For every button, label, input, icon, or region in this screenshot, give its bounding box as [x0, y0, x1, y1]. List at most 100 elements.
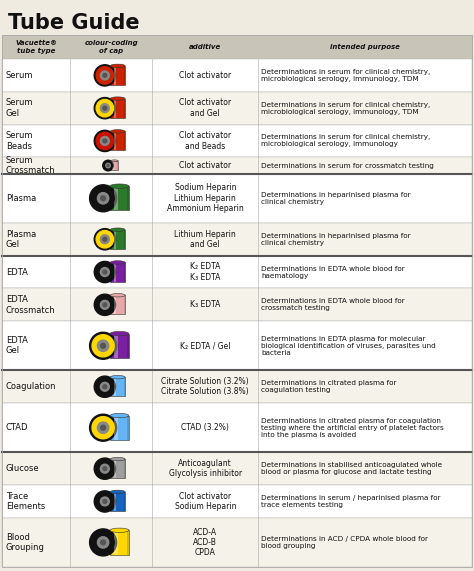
- Bar: [111, 161, 118, 170]
- Bar: [110, 530, 129, 554]
- Text: Determinations in serum for crossmatch testing: Determinations in serum for crossmatch t…: [261, 163, 434, 168]
- Bar: [110, 530, 112, 554]
- Text: Vacuette®
tube type: Vacuette® tube type: [15, 41, 57, 54]
- Circle shape: [100, 464, 109, 473]
- Bar: [124, 263, 125, 282]
- Circle shape: [100, 497, 109, 506]
- Text: Determinations in EDTA whole blood for
haematology: Determinations in EDTA whole blood for h…: [261, 266, 405, 279]
- Circle shape: [94, 228, 116, 250]
- Text: EDTA
Crossmatch: EDTA Crossmatch: [6, 295, 55, 315]
- Bar: [2, 256, 472, 288]
- Circle shape: [103, 467, 107, 471]
- Circle shape: [96, 67, 114, 84]
- Ellipse shape: [110, 528, 129, 532]
- Circle shape: [98, 422, 109, 433]
- Bar: [2, 288, 472, 321]
- Ellipse shape: [110, 130, 125, 133]
- Bar: [124, 99, 125, 118]
- Bar: [2, 452, 472, 485]
- Text: Clot activator: Clot activator: [179, 161, 231, 170]
- Text: EDTA: EDTA: [6, 268, 28, 276]
- Bar: [110, 416, 112, 440]
- Text: Citrate Solution (3.2%)
Citrate Solution (3.8%): Citrate Solution (3.2%) Citrate Solution…: [162, 377, 249, 396]
- Bar: [110, 186, 112, 211]
- Bar: [124, 295, 125, 315]
- Circle shape: [96, 263, 114, 281]
- Circle shape: [94, 458, 116, 479]
- Ellipse shape: [110, 228, 125, 231]
- Circle shape: [106, 163, 110, 168]
- Bar: [110, 230, 112, 249]
- Circle shape: [94, 376, 116, 397]
- Circle shape: [103, 74, 107, 77]
- Circle shape: [103, 270, 107, 274]
- Bar: [127, 530, 129, 554]
- Ellipse shape: [110, 490, 125, 493]
- Text: Clot activator
and Beads: Clot activator and Beads: [179, 131, 231, 151]
- Bar: [110, 230, 125, 249]
- Bar: [2, 174, 472, 223]
- Circle shape: [96, 378, 114, 396]
- Text: EDTA
Gel: EDTA Gel: [6, 336, 28, 356]
- Bar: [2, 158, 472, 174]
- Circle shape: [103, 500, 107, 504]
- Bar: [2, 403, 472, 452]
- Circle shape: [103, 139, 107, 143]
- Bar: [124, 377, 125, 396]
- Bar: [114, 99, 116, 118]
- Circle shape: [100, 71, 109, 80]
- Ellipse shape: [110, 64, 125, 67]
- Circle shape: [96, 99, 114, 117]
- Circle shape: [100, 343, 106, 348]
- Text: Coagulation: Coagulation: [6, 382, 56, 391]
- Text: K₃ EDTA: K₃ EDTA: [190, 300, 220, 309]
- Bar: [110, 333, 112, 358]
- Bar: [110, 131, 125, 151]
- Text: intended purpose: intended purpose: [330, 44, 400, 50]
- Text: Determinations in citrated plasma for coagulation
testing where the artificial e: Determinations in citrated plasma for co…: [261, 418, 444, 438]
- Bar: [110, 263, 125, 282]
- Bar: [110, 295, 125, 315]
- Circle shape: [103, 238, 107, 241]
- Bar: [127, 333, 129, 358]
- Text: Determinations in stabilised anticoagulated whole
blood or plasma for glucose an: Determinations in stabilised anticoagula…: [261, 462, 442, 475]
- Text: Determinations in EDTA whole blood for
crossmatch testing: Determinations in EDTA whole blood for c…: [261, 298, 405, 311]
- Ellipse shape: [110, 97, 125, 100]
- Bar: [114, 530, 118, 554]
- Bar: [124, 459, 125, 478]
- Bar: [114, 230, 116, 249]
- Text: Plasma: Plasma: [6, 194, 36, 203]
- Bar: [127, 416, 129, 440]
- Ellipse shape: [110, 331, 129, 336]
- Ellipse shape: [111, 160, 118, 162]
- Bar: [2, 124, 472, 158]
- Circle shape: [100, 382, 109, 391]
- Circle shape: [92, 532, 114, 553]
- Circle shape: [100, 540, 106, 545]
- Bar: [110, 66, 112, 85]
- Circle shape: [94, 130, 116, 151]
- Bar: [124, 66, 125, 85]
- Bar: [124, 230, 125, 249]
- Text: K₂ EDTA / Gel: K₂ EDTA / Gel: [180, 341, 230, 350]
- Bar: [2, 59, 472, 92]
- Circle shape: [100, 136, 109, 146]
- Bar: [114, 263, 116, 282]
- Text: Clot activator
and Gel: Clot activator and Gel: [179, 98, 231, 118]
- Bar: [112, 161, 114, 170]
- Circle shape: [103, 303, 107, 307]
- Text: Determinations in heparinised plasma for
clinical chemistry: Determinations in heparinised plasma for…: [261, 192, 411, 205]
- Bar: [124, 492, 125, 511]
- Ellipse shape: [110, 293, 125, 297]
- Circle shape: [100, 300, 109, 309]
- Text: Determinations in heparinised plasma for
clinical chemistry: Determinations in heparinised plasma for…: [261, 233, 411, 246]
- Text: Glucose: Glucose: [6, 464, 40, 473]
- Circle shape: [96, 132, 114, 150]
- Bar: [2, 518, 472, 567]
- Circle shape: [98, 537, 109, 548]
- Circle shape: [96, 460, 114, 477]
- Bar: [110, 492, 112, 511]
- Bar: [114, 492, 116, 511]
- Text: Determinations in serum / heparinised plasma for
trace elements testing: Determinations in serum / heparinised pl…: [261, 495, 441, 508]
- Text: Blood
Grouping: Blood Grouping: [6, 533, 45, 552]
